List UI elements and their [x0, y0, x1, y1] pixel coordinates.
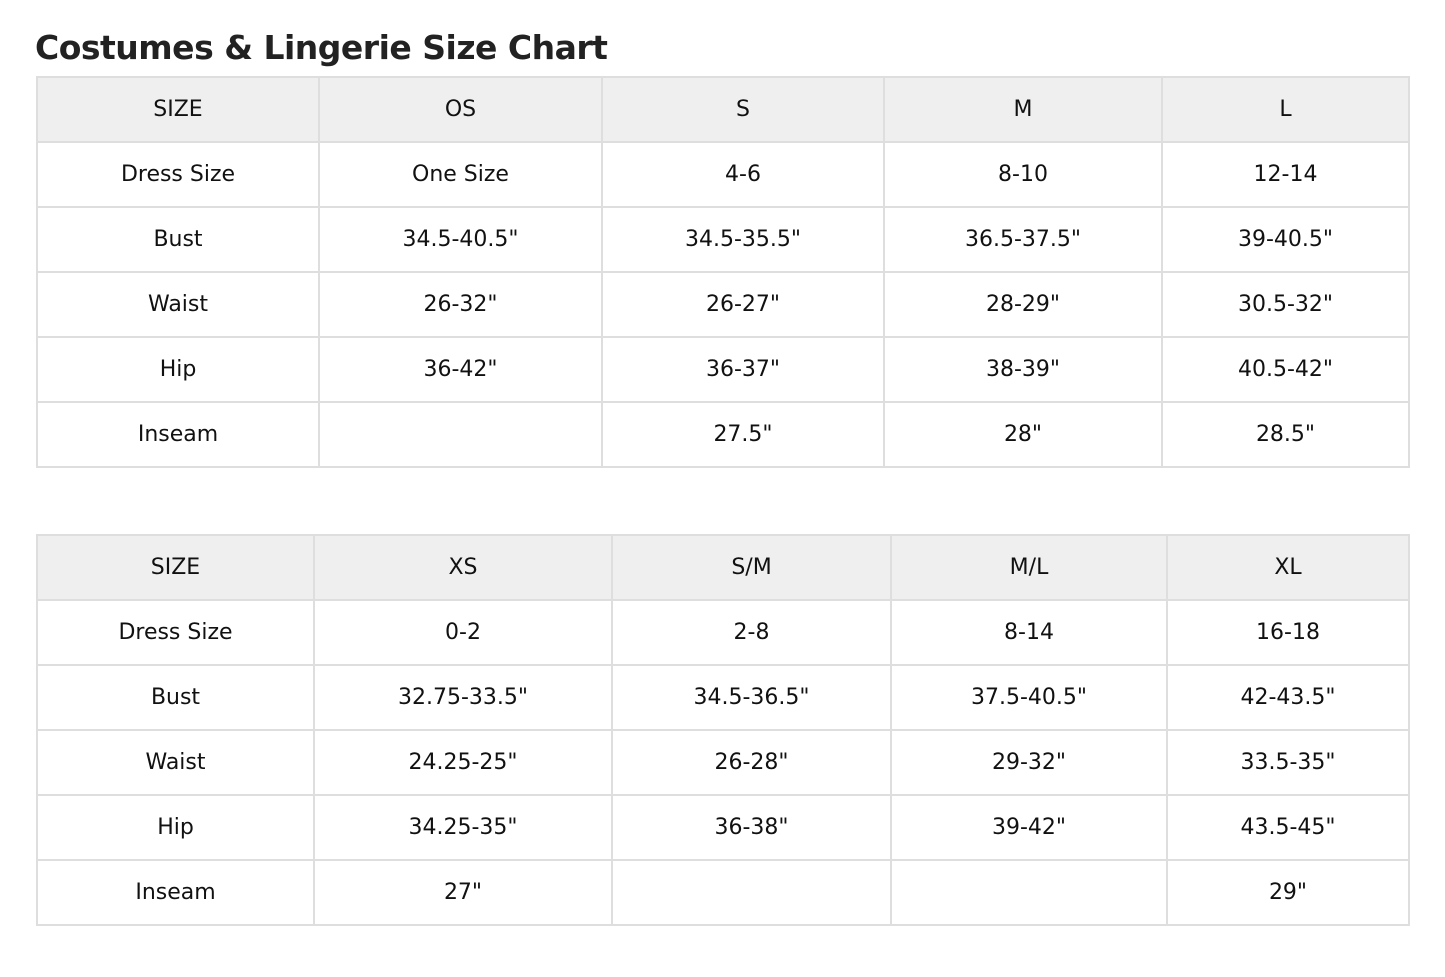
- table-cell: 27": [313, 859, 613, 926]
- row-label-cell: Bust: [36, 206, 320, 273]
- table-cell: 36-38": [611, 794, 892, 861]
- table-cell: 29-32": [890, 729, 1168, 796]
- table-cell: 43.5-45": [1166, 794, 1410, 861]
- row-label-cell: Hip: [36, 794, 315, 861]
- table-row: Hip 34.25-35" 36-38" 39-42" 43.5-45": [36, 794, 1410, 861]
- table-cell: 32.75-33.5": [313, 664, 613, 731]
- table-cell: 37.5-40.5": [890, 664, 1168, 731]
- table-cell: 26-27": [601, 271, 885, 338]
- row-label-cell: SIZE: [36, 76, 320, 143]
- table-header-row: SIZE XS S/M M/L XL: [36, 534, 1410, 601]
- table-header-row: SIZE OS S M L: [36, 76, 1410, 143]
- table-row: Waist 26-32" 26-27" 28-29" 30.5-32": [36, 271, 1410, 338]
- table-cell: 33.5-35": [1166, 729, 1410, 796]
- table-cell: 42-43.5": [1166, 664, 1410, 731]
- table-cell: 30.5-32": [1161, 271, 1410, 338]
- table-row: Waist 24.25-25" 26-28" 29-32" 33.5-35": [36, 729, 1410, 796]
- table-row: Bust 32.75-33.5" 34.5-36.5" 37.5-40.5" 42-43…: [36, 664, 1410, 731]
- table-cell: OS: [318, 76, 603, 143]
- table-cell: S/M: [611, 534, 892, 601]
- table-cell: 38-39": [883, 336, 1163, 403]
- table-cell: 2-8: [611, 599, 892, 666]
- row-label-cell: Waist: [36, 271, 320, 338]
- table-cell: 29": [1166, 859, 1410, 926]
- table-cell: 12-14: [1161, 141, 1410, 208]
- table-cell: XS: [313, 534, 613, 601]
- size-chart-table-1: SIZE OS S M L Dress Size One Size 4-6 8-10 12-14 B…: [36, 76, 1410, 468]
- table-cell: 28-29": [883, 271, 1163, 338]
- table-cell: 34.5-36.5": [611, 664, 892, 731]
- table-row: Bust 34.5-40.5" 34.5-35.5" 36.5-37.5" 39-40.…: [36, 206, 1410, 273]
- table-cell: 24.25-25": [313, 729, 613, 796]
- row-label-cell: SIZE: [36, 534, 315, 601]
- table-row: Dress Size 0-2 2-8 8-14 16-18: [36, 599, 1410, 666]
- table-cell: 8-10: [883, 141, 1163, 208]
- table-cell: 39-42": [890, 794, 1168, 861]
- table-cell: 16-18: [1166, 599, 1410, 666]
- table-cell: L: [1161, 76, 1410, 143]
- table-cell: 40.5-42": [1161, 336, 1410, 403]
- table-row: Inseam 27.5" 28" 28.5": [36, 401, 1410, 468]
- table-row: Inseam 27" 29": [36, 859, 1410, 926]
- table-cell: 36-42": [318, 336, 603, 403]
- row-label-cell: Bust: [36, 664, 315, 731]
- table-cell: 36.5-37.5": [883, 206, 1163, 273]
- size-chart-table-2: SIZE XS S/M M/L XL Dress Size 0-2 2-8 8-14 16-18 B…: [36, 534, 1410, 926]
- table-cell: 28.5": [1161, 401, 1410, 468]
- table-cell: 34.5-35.5": [601, 206, 885, 273]
- table-cell: 27.5": [601, 401, 885, 468]
- table-cell: 26-28": [611, 729, 892, 796]
- table-cell: [611, 859, 892, 926]
- table-cell: 34.25-35": [313, 794, 613, 861]
- table-cell: 0-2: [313, 599, 613, 666]
- row-label-cell: Dress Size: [36, 599, 315, 666]
- table-cell: [318, 401, 603, 468]
- table-cell: [890, 859, 1168, 926]
- table-cell: One Size: [318, 141, 603, 208]
- page-title: Costumes & Lingerie Size Chart: [35, 28, 608, 67]
- row-label-cell: Inseam: [36, 859, 315, 926]
- table-cell: M/L: [890, 534, 1168, 601]
- row-label-cell: Inseam: [36, 401, 320, 468]
- table-cell: 26-32": [318, 271, 603, 338]
- table-cell: XL: [1166, 534, 1410, 601]
- table-cell: S: [601, 76, 885, 143]
- table-row: Hip 36-42" 36-37" 38-39" 40.5-42": [36, 336, 1410, 403]
- table-cell: 39-40.5": [1161, 206, 1410, 273]
- table-cell: 28": [883, 401, 1163, 468]
- row-label-cell: Waist: [36, 729, 315, 796]
- row-label-cell: Hip: [36, 336, 320, 403]
- table-cell: 4-6: [601, 141, 885, 208]
- table-row: Dress Size One Size 4-6 8-10 12-14: [36, 141, 1410, 208]
- table-cell: 36-37": [601, 336, 885, 403]
- table-cell: 34.5-40.5": [318, 206, 603, 273]
- row-label-cell: Dress Size: [36, 141, 320, 208]
- table-cell: 8-14: [890, 599, 1168, 666]
- table-cell: M: [883, 76, 1163, 143]
